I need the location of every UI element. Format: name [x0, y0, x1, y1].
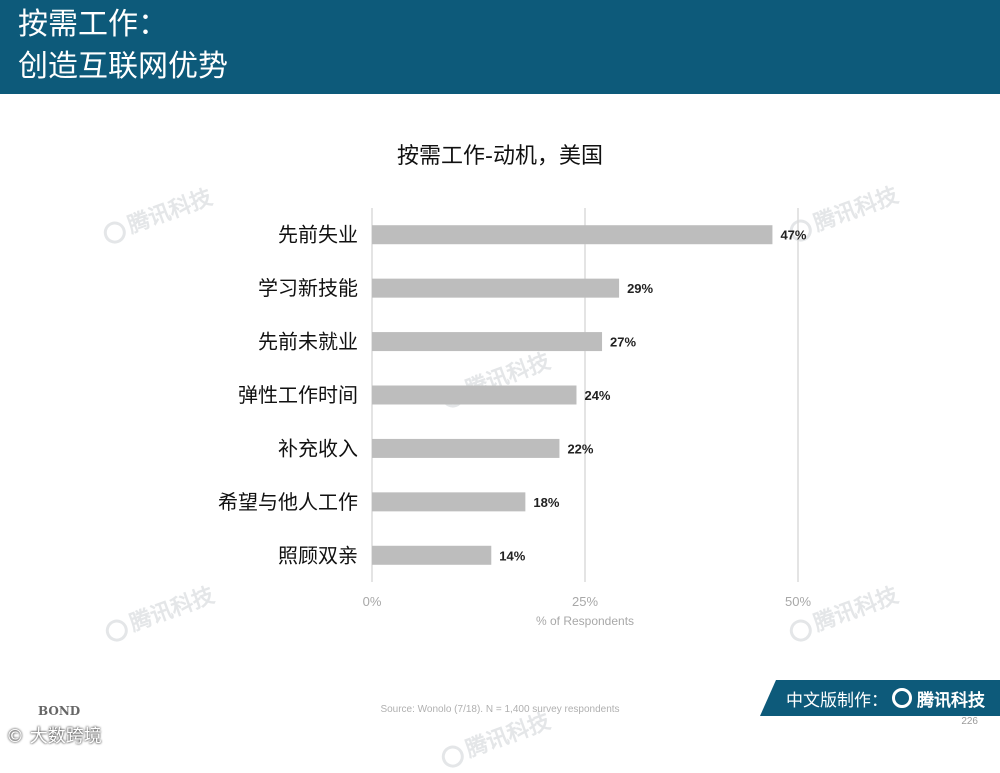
chart-title: 按需工作-动机，美国	[397, 144, 603, 169]
credit-badge: 中文版制作： 腾讯科技	[760, 680, 1000, 716]
data-label: 18%	[533, 495, 559, 510]
bond-label: BOND	[38, 704, 81, 718]
data-label: 27%	[610, 335, 636, 350]
bar	[372, 492, 526, 512]
badge-brand: 腾讯科技	[917, 690, 985, 711]
slide-title-line-2: 创造互联网优势	[18, 49, 228, 84]
category-label: 照顾双亲	[278, 543, 358, 567]
category-label: 先前失业	[278, 223, 358, 247]
page-number: 226	[961, 716, 978, 727]
bar-chart: 0% 25% 50% % of Respondents 先前失业 47% 学习新技能 29% 先…	[218, 208, 811, 628]
data-label: 47%	[780, 228, 806, 243]
x-axis-title: % of Respondents	[536, 614, 634, 628]
category-label: 弹性工作时间	[238, 383, 358, 407]
tencent-logo-icon	[892, 688, 912, 708]
bar	[372, 545, 492, 565]
data-label: 24%	[584, 388, 610, 403]
corner-watermark: © 大数跨境	[6, 726, 102, 747]
badge-prefix: 中文版制作：	[786, 690, 888, 711]
x-tick-label: 0%	[363, 594, 382, 609]
bar	[372, 385, 577, 405]
bar	[372, 278, 620, 298]
bar	[372, 438, 560, 458]
bar	[372, 332, 603, 352]
data-label: 29%	[627, 281, 653, 296]
bar	[372, 225, 773, 245]
category-label: 希望与他人工作	[218, 490, 358, 514]
data-label: 22%	[567, 441, 593, 456]
slide-header: 按需工作： 创造互联网优势	[0, 0, 1000, 94]
slide-title-line-1: 按需工作：	[18, 7, 168, 42]
category-label: 补充收入	[278, 436, 358, 460]
x-tick-label: 50%	[785, 594, 811, 609]
x-tick-label: 25%	[572, 594, 598, 609]
category-label: 学习新技能	[258, 276, 358, 300]
category-label: 先前未就业	[258, 330, 358, 354]
source-note: Source: Wonolo (7/18). N = 1,400 survey …	[380, 704, 620, 715]
data-label: 14%	[499, 548, 525, 563]
